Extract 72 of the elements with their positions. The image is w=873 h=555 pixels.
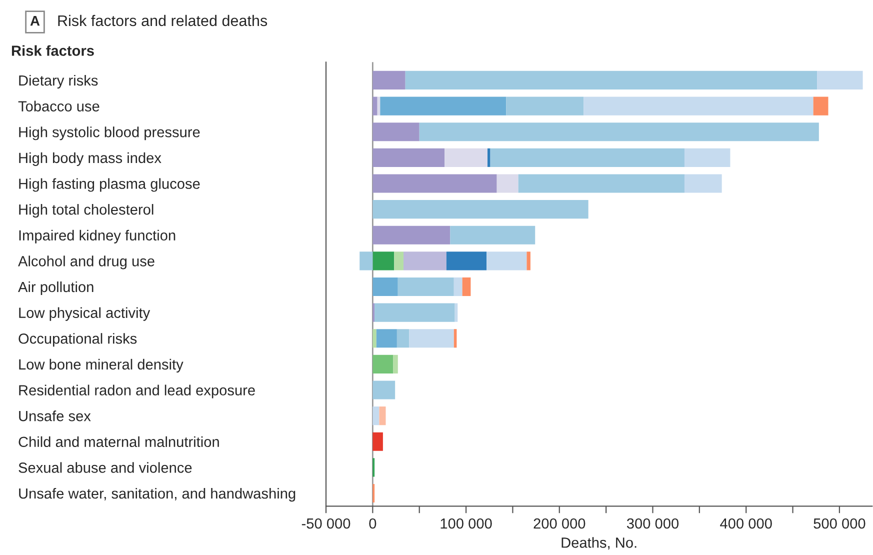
bar — [396, 329, 410, 348]
text: Risk factors — [12, 45, 94, 56]
bar — [490, 148, 684, 167]
y-tick-label: High body mass index — [19, 152, 162, 166]
bar — [526, 252, 530, 270]
bar — [372, 354, 394, 374]
bar — [374, 303, 455, 322]
y-tick-label: Residential radon and lead exposure — [19, 384, 255, 398]
y-tick-label: Dietary risks — [19, 74, 98, 89]
bar — [684, 148, 730, 167]
x-tick-label: 300 000 — [626, 518, 679, 529]
x-tick-label: -50 000 — [302, 518, 350, 529]
bar — [394, 252, 404, 270]
bar — [454, 277, 462, 296]
bar — [376, 329, 397, 348]
bar — [372, 329, 376, 348]
bar — [372, 252, 394, 270]
y-tick-label: Air pollution — [18, 281, 94, 296]
bar — [444, 148, 488, 167]
bar — [372, 406, 380, 426]
bar — [817, 70, 863, 90]
x-axis-title: Deaths, No. — [562, 537, 636, 550]
y-tick-label: High total cholesterol — [19, 204, 154, 218]
x-tick-label: 500 000 — [814, 518, 866, 529]
bar — [372, 200, 588, 219]
y-tick-label: High fasting plasma glucose — [19, 178, 200, 192]
bar — [584, 96, 814, 116]
bar — [419, 122, 819, 142]
text: A — [30, 16, 40, 26]
x-tick-label: 0 — [369, 518, 376, 529]
y-tick-label: Sexual abuse and violence — [18, 462, 192, 473]
text: Risk factors and related deaths — [58, 14, 268, 26]
y-tick-label: Alcohol and drug use — [18, 256, 154, 270]
bar — [405, 70, 818, 90]
bar — [813, 96, 828, 116]
y-tick-label: Low bone mineral density — [19, 358, 184, 372]
bar — [496, 174, 518, 193]
y-tick-label: Impaired kidney function — [19, 230, 176, 244]
x-tick-label: 400 000 — [720, 518, 772, 529]
y-tick-label: High systolic blood pressure — [19, 126, 200, 140]
bar — [380, 96, 506, 116]
x-tick-label: 200 000 — [534, 518, 586, 529]
bar — [684, 174, 722, 193]
bar — [372, 122, 420, 142]
bar — [488, 148, 490, 167]
bar — [446, 252, 487, 270]
bar — [372, 70, 406, 90]
bar — [462, 277, 471, 296]
bar — [398, 277, 454, 296]
x-tick-label: 100 000 — [440, 518, 492, 529]
y-tick-label: Unsafe water, sanitation, and handwashing — [19, 488, 296, 502]
bar — [393, 354, 398, 374]
bar — [379, 406, 386, 426]
bar — [372, 96, 378, 116]
bar — [409, 329, 454, 348]
bar — [403, 252, 446, 270]
bar — [506, 96, 584, 116]
bar — [372, 277, 398, 296]
y-tick-label: Unsafe sex — [19, 410, 91, 422]
y-tick-label: Occupational risks — [18, 333, 137, 347]
bar — [486, 252, 527, 270]
bar — [372, 432, 383, 451]
y-tick-label: Tobacco use — [18, 100, 100, 112]
bar — [372, 174, 497, 193]
y-tick-label: Child and maternal malnutrition — [18, 436, 219, 448]
bar — [360, 252, 373, 270]
bar — [450, 226, 536, 244]
bar — [372, 380, 396, 400]
bar — [518, 174, 684, 193]
y-tick-label: Low physical activity — [19, 307, 150, 321]
bar — [372, 148, 445, 167]
bar — [372, 226, 450, 244]
